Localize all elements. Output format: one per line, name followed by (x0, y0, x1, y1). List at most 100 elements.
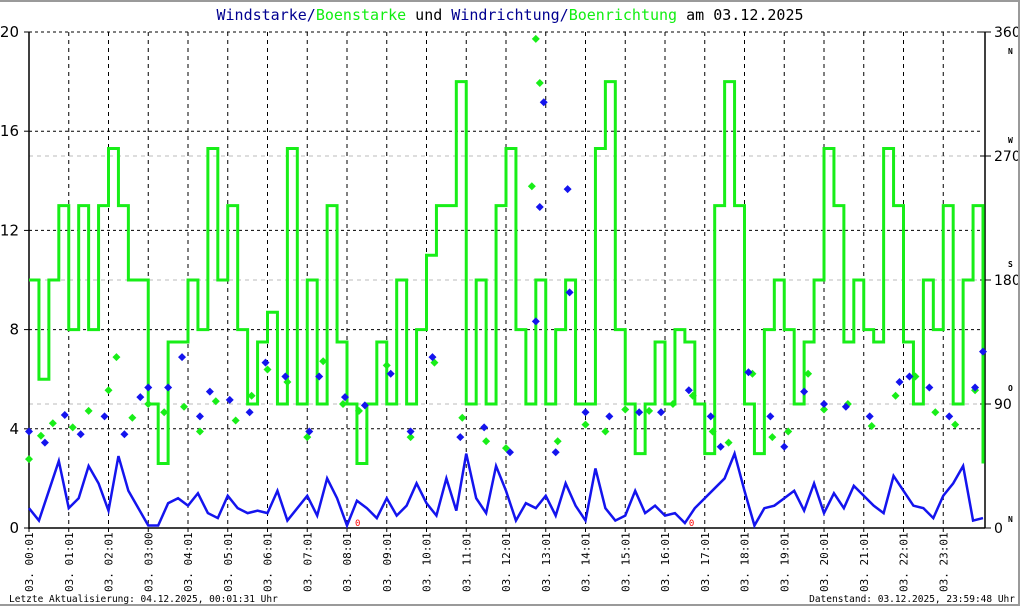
gust-direction-point (867, 422, 876, 431)
x-axis-tick-label: 03. 01:01 (63, 532, 76, 592)
wind-direction-point (386, 369, 395, 378)
x-axis-tick-label: 03. 06:01 (262, 532, 275, 592)
wind-direction-point (505, 448, 514, 457)
gust-direction-point (601, 427, 610, 436)
right-axis-tick-label: 0 (994, 521, 1003, 537)
right-axis-tick-label: 360 (994, 25, 1020, 41)
data-timestamp: Datenstand: 03.12.2025, 23:59:48 Uhr (809, 594, 1015, 605)
gust-direction-point (645, 406, 654, 415)
x-axis-tick-label: 03. 18:01 (739, 532, 752, 592)
x-axis-tick-label: 03. 19:01 (778, 532, 791, 592)
wind-direction-point (360, 401, 369, 410)
wind-direction-point (76, 430, 85, 439)
wind-direction-point (261, 358, 270, 367)
gust-direction-point (535, 78, 544, 87)
gust-direction-point (553, 437, 562, 446)
gust-direction-point (482, 437, 491, 446)
wind-direction-point (225, 395, 234, 404)
wind-direction-point (456, 433, 465, 442)
wind-direction-point (706, 412, 715, 421)
gust-direction-point (724, 438, 733, 447)
title-sep: / (559, 6, 569, 24)
gust-direction-point (25, 455, 33, 464)
wind-direction-point (406, 427, 415, 436)
wind-direction-point (800, 387, 809, 396)
x-axis-tick-label: 03. 14:01 (580, 532, 593, 592)
gust-direction-point (144, 400, 153, 408)
gust-direction-point (820, 405, 828, 414)
wind-direction-point (178, 353, 187, 362)
title-sep: / (306, 6, 316, 24)
wind-direction-point (531, 317, 540, 326)
right-axis-tick-label: 270 (994, 149, 1020, 165)
wind-direction-point (945, 412, 954, 421)
gust-direction-point (688, 391, 697, 400)
wind-direction-point (205, 387, 214, 396)
gust-direction-point (339, 400, 348, 408)
gust-direction-point (354, 406, 363, 415)
calm-marker: 0 (689, 519, 694, 529)
x-axis-tick-label: 03. 03:00 (142, 532, 155, 592)
gust-direction-point (263, 365, 272, 374)
left-axis-tick-label: 16 (0, 122, 19, 140)
wind-direction-point (60, 411, 69, 420)
wind-direction-point (820, 400, 828, 408)
wind-direction-point (895, 377, 904, 386)
gust-direction-point (128, 413, 137, 422)
wind-direction-point (100, 412, 109, 421)
left-axis-tick-label: 12 (0, 221, 19, 239)
x-axis-tick-label: 03. 04:01 (182, 532, 195, 592)
gust-direction-point (891, 391, 900, 400)
wind-direction-point (535, 202, 544, 211)
title-date: am 03.12.2025 (677, 6, 804, 24)
x-axis-tick-label: 03. 22:01 (898, 532, 911, 592)
left-axis-tick-label: 20 (0, 23, 19, 41)
left-axis-tick-label: 0 (9, 519, 19, 537)
gust-direction-point (804, 369, 813, 378)
x-axis-tick-label: 03. 11:01 (460, 532, 473, 592)
gust-direction-point (531, 34, 540, 43)
gust-direction-point (211, 397, 220, 406)
wind-direction-point (563, 185, 572, 194)
gust-direction-point (768, 433, 777, 442)
gust-direction-point (621, 405, 630, 414)
x-axis-tick-label: 03. 02:01 (103, 532, 116, 592)
x-axis-tick-label: 03. 08:01 (341, 532, 354, 592)
wind-direction-point (971, 383, 980, 392)
x-axis-tick-label: 03. 20:01 (818, 532, 831, 592)
wind-direction-point (315, 372, 324, 381)
x-axis-tick-label: 03. 00:01 (23, 532, 36, 592)
title-gust-speed: Boenstarke (315, 6, 407, 24)
gust-direction-point (708, 427, 717, 436)
gust-direction-point (160, 408, 169, 417)
wind-direction-point (551, 448, 560, 457)
wind-direction-point (281, 372, 290, 381)
gust-direction-point (458, 413, 467, 422)
wind-direction-point (144, 383, 153, 392)
gust-direction-point (911, 372, 920, 381)
wind-direction-point (716, 442, 725, 451)
gust-direction-point (784, 427, 793, 436)
x-axis-tick-label: 03. 09:01 (381, 532, 394, 592)
wind-direction-point (428, 353, 437, 362)
title-wind-direction: Windrichtung (451, 6, 560, 24)
gust-direction-point (104, 386, 113, 395)
x-axis-tick-label: 03. 05:01 (222, 532, 235, 592)
left-axis-tick-label: 8 (9, 321, 19, 339)
gust-direction-point (195, 427, 204, 436)
wind-direction-point (979, 347, 987, 356)
calm-marker: 0 (355, 519, 360, 529)
x-axis-tick-label: 03. 16:01 (659, 532, 672, 592)
gust-direction-point (84, 406, 93, 415)
gust-direction-point (68, 423, 77, 432)
wind-direction-point (905, 372, 914, 381)
chart-title: Windstarke/Boenstarke und Windrichtung/B… (0, 6, 1018, 24)
gust-direction-point (931, 408, 940, 417)
wind-direction-point (539, 98, 548, 107)
x-axis-tick-label: 03. 12:01 (500, 532, 513, 592)
x-axis-tick-label: 03. 21:01 (858, 532, 871, 592)
title-gust-direction: Boenrichtung (568, 6, 678, 24)
wind-direction-point (657, 408, 666, 417)
x-axis-tick-label: 03. 07:01 (301, 532, 314, 592)
